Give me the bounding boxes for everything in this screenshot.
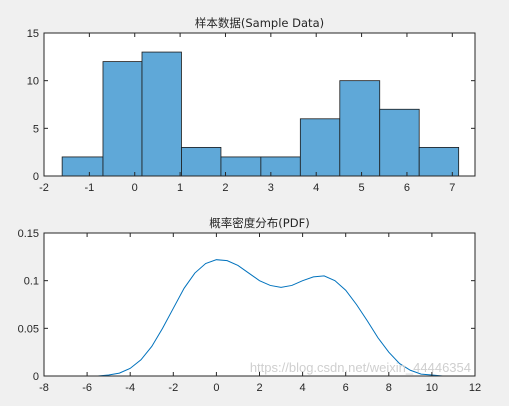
ax1-xtick-label: -1 bbox=[84, 182, 94, 194]
pdf-curve bbox=[87, 259, 454, 377]
ax1-xtick-label: 5 bbox=[359, 182, 365, 194]
ax1-xtick-label: 7 bbox=[449, 182, 455, 194]
pdf-axes: 概率密度分布(PDF) -8 -6 -4 -2 0 2 4 6 8 10 12 0 0.05 0.1 0.1… bbox=[18, 216, 482, 394]
ax2-xtick-label: 0 bbox=[213, 382, 219, 394]
ax1-xtick-label: 2 bbox=[222, 182, 228, 194]
histogram-bar bbox=[418, 146, 460, 177]
ax2-xtick-label: -6 bbox=[82, 382, 92, 394]
pdf-ticks: -8 -6 -4 -2 0 2 4 6 8 10 12 0 0.05 0.1 0.15 bbox=[18, 228, 482, 394]
ax2-xtick-label: -2 bbox=[168, 382, 178, 394]
histogram-bar bbox=[220, 156, 262, 177]
histogram-bar bbox=[260, 156, 301, 177]
ax1-ytick-label: 15 bbox=[27, 28, 39, 40]
ax2-xtick-label: -4 bbox=[125, 382, 135, 394]
ax1-xtick-label: 3 bbox=[268, 182, 274, 194]
histogram-title: 样本数据(Sample Data) bbox=[195, 16, 324, 30]
ax1-ytick-label: 0 bbox=[33, 171, 39, 183]
histogram-bar bbox=[102, 61, 143, 177]
histogram-bar bbox=[61, 156, 104, 177]
ax2-ytick-label: 0.1 bbox=[24, 276, 39, 288]
histogram-bar bbox=[181, 146, 222, 177]
histogram-bar bbox=[339, 80, 381, 177]
ax1-xtick-label: 6 bbox=[404, 182, 410, 194]
histogram-axes: 样本数据(Sample Data) -2 -1 0 1 2 3 4 5 6 7 0 5 10 15 bbox=[27, 16, 476, 194]
ax1-xtick-label: 1 bbox=[177, 182, 183, 194]
histogram-bars bbox=[61, 51, 460, 177]
ax2-ytick-label: 0.15 bbox=[18, 228, 39, 240]
ax2-xtick-label: -8 bbox=[39, 382, 49, 394]
ax2-xtick-label: 10 bbox=[426, 382, 438, 394]
histogram-bar bbox=[299, 118, 341, 177]
pdf-axes-box bbox=[43, 232, 476, 377]
ax1-xtick-label: 4 bbox=[313, 182, 319, 194]
histogram-bar bbox=[379, 108, 420, 177]
pdf-plot-area bbox=[44, 233, 475, 376]
pdf-title: 概率密度分布(PDF) bbox=[209, 216, 309, 230]
histogram-bar bbox=[141, 51, 182, 177]
ax2-xtick-label: 12 bbox=[469, 382, 481, 394]
ax1-ytick-label: 10 bbox=[27, 76, 39, 88]
ax1-xtick-label: -2 bbox=[39, 182, 49, 194]
ax2-xtick-label: 4 bbox=[300, 382, 306, 394]
ax2-xtick-label: 8 bbox=[386, 382, 392, 394]
histogram-axes-box bbox=[43, 32, 476, 177]
histogram-ticks: -2 -1 0 1 2 3 4 5 6 7 0 5 10 15 bbox=[27, 28, 475, 194]
ax2-ytick-label: 0 bbox=[33, 371, 39, 383]
ax1-ytick-label: 5 bbox=[33, 123, 39, 135]
ax2-xtick-label: 2 bbox=[256, 382, 262, 394]
ax2-xtick-label: 6 bbox=[343, 382, 349, 394]
ax2-ytick-label: 0.05 bbox=[18, 323, 39, 335]
ax1-xtick-label: 0 bbox=[132, 182, 138, 194]
watermark-text: https://blog.csdn.net/weixin_44446354 bbox=[250, 360, 471, 375]
